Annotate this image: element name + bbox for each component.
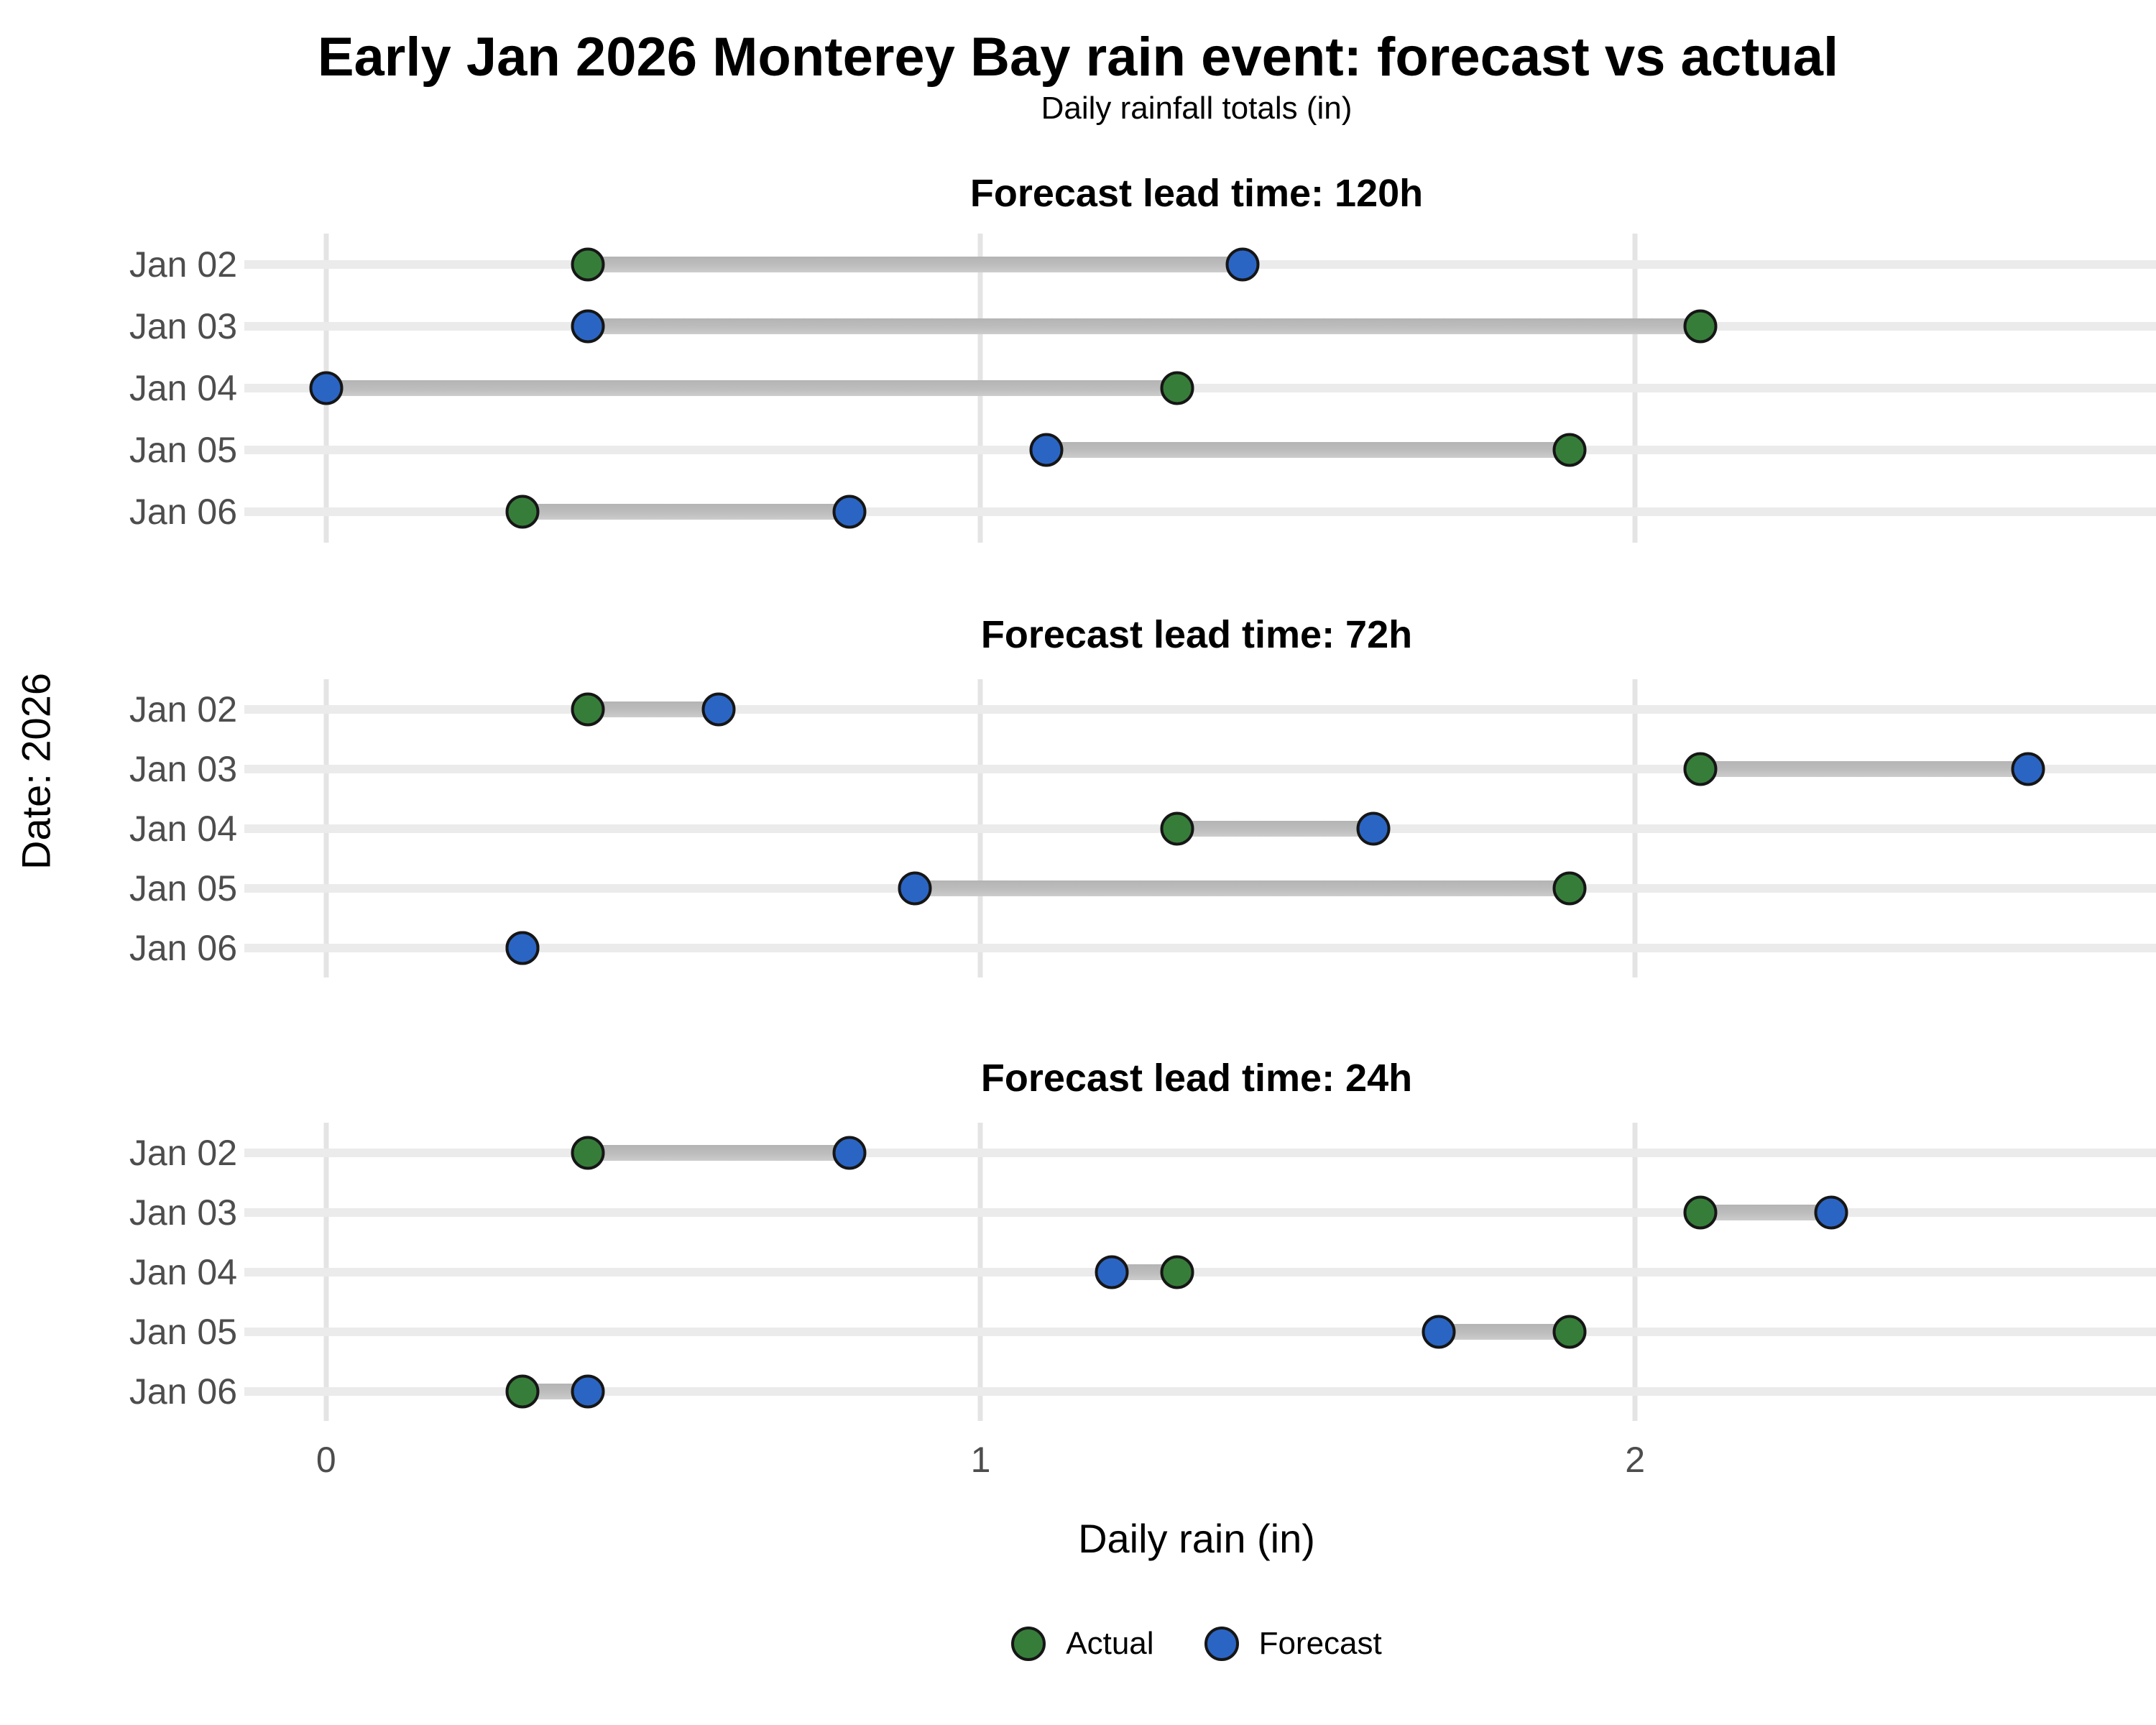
row-label-jan-02: Jan 02 <box>129 1132 237 1173</box>
actual-point <box>1160 811 1194 845</box>
actual-point <box>505 1374 540 1408</box>
panel-plot-24h: Jan 02 Jan 03 Jan 04 Jan 05 Jan 06 <box>129 1123 2156 1421</box>
forecast-point <box>505 931 540 965</box>
row-label-jan-06: Jan 06 <box>129 492 237 532</box>
dumbbell-connector <box>1700 760 2028 777</box>
actual-point <box>1160 1255 1194 1289</box>
forecast-point <box>1029 433 1064 467</box>
x-tick-label-2: 2 <box>1625 1440 1646 1480</box>
forecast-point <box>898 871 932 905</box>
chart-title: Early Jan 2026 Monterey Bay rain event: … <box>317 27 1839 88</box>
legend-label-forecast: Forecast <box>1258 1626 1382 1661</box>
row-line <box>244 764 2156 773</box>
dumbbell-connector <box>915 880 1570 896</box>
actual-point <box>1552 1315 1587 1348</box>
actual-point <box>571 692 605 726</box>
actual-point <box>571 1136 605 1169</box>
panel-title-72h: Forecast lead time: 72h <box>980 613 1413 656</box>
dumbbell-connector <box>588 1144 850 1161</box>
forecast-point <box>701 692 736 726</box>
dumbbell-connector <box>588 318 1701 334</box>
dumbbell-connector <box>588 701 719 717</box>
dumbbell-connector <box>522 504 850 520</box>
actual-point <box>1160 371 1194 405</box>
forecast-point <box>1422 1315 1456 1348</box>
forecast-point <box>1225 247 1260 282</box>
actual-point <box>1683 309 1718 344</box>
row-label-jan-04: Jan 04 <box>129 1251 237 1292</box>
legend-item-actual: Actual <box>1011 1626 1154 1662</box>
row-line <box>244 943 2156 952</box>
legend-label-actual: Actual <box>1066 1626 1154 1661</box>
actual-point <box>1552 433 1587 467</box>
dumbbell-connector <box>588 257 1243 272</box>
panel-title-24h: Forecast lead time: 24h <box>980 1057 1413 1100</box>
actual-point <box>1683 752 1718 786</box>
forecast-point <box>832 1136 867 1169</box>
actual-point <box>571 247 605 282</box>
legend-forecast-dot <box>1204 1627 1239 1661</box>
panel-plot-120h: Jan 02 Jan 03 Jan 04 Jan 05 Jan 06 <box>129 234 2156 543</box>
forecast-point <box>309 371 344 405</box>
panel-title-120h: Forecast lead time: 120h <box>969 172 1424 215</box>
row-line <box>244 1327 2156 1336</box>
actual-point <box>1552 871 1587 905</box>
dumbbell-connector <box>1046 442 1570 458</box>
dumbbell-connector <box>1438 1323 1570 1340</box>
row-label-jan-03: Jan 03 <box>129 306 237 346</box>
row-line <box>244 1267 2156 1276</box>
x-axis-title: Daily rain (in) <box>1078 1516 1315 1561</box>
forecast-point <box>1356 811 1391 845</box>
forecast-point <box>2011 752 2045 786</box>
actual-point <box>505 494 540 529</box>
row-label-jan-03: Jan 03 <box>129 748 237 789</box>
actual-point <box>1683 1195 1718 1229</box>
chart-subtitle: Daily rainfall totals (in) <box>1041 91 1353 126</box>
forecast-point <box>571 309 605 344</box>
x-tick-label-1: 1 <box>970 1440 991 1480</box>
legend-actual-dot <box>1011 1627 1046 1661</box>
forecast-point <box>832 494 867 529</box>
row-label-jan-03: Jan 03 <box>129 1192 237 1233</box>
row-line <box>244 704 2156 714</box>
dumbbell-connector <box>1176 820 1373 837</box>
dumbbell-connector <box>326 380 1177 396</box>
forecast-point <box>1814 1195 1848 1229</box>
dumbbell-connector <box>1700 1204 1832 1220</box>
forecast-point <box>1095 1255 1129 1289</box>
row-label-jan-06: Jan 06 <box>129 927 237 968</box>
row-label-jan-04: Jan 04 <box>129 808 237 849</box>
row-label-jan-04: Jan 04 <box>129 368 237 408</box>
row-line <box>244 1386 2156 1396</box>
row-line <box>244 1148 2156 1157</box>
x-tick-label-0: 0 <box>315 1440 336 1480</box>
row-label-jan-02: Jan 02 <box>129 689 237 730</box>
row-label-jan-05: Jan 05 <box>129 1311 237 1352</box>
legend-item-forecast: Forecast <box>1204 1626 1382 1662</box>
row-line <box>244 1208 2156 1217</box>
row-label-jan-02: Jan 02 <box>129 244 237 285</box>
legend: Actual Forecast <box>244 1626 2149 1662</box>
row-label-jan-05: Jan 05 <box>129 430 237 470</box>
row-label-jan-05: Jan 05 <box>129 868 237 908</box>
row-label-jan-06: Jan 06 <box>129 1371 237 1412</box>
forecast-point <box>571 1374 605 1408</box>
panel-plot-72h: Jan 02 Jan 03 Jan 04 Jan 05 Jan 06 <box>129 679 2156 978</box>
